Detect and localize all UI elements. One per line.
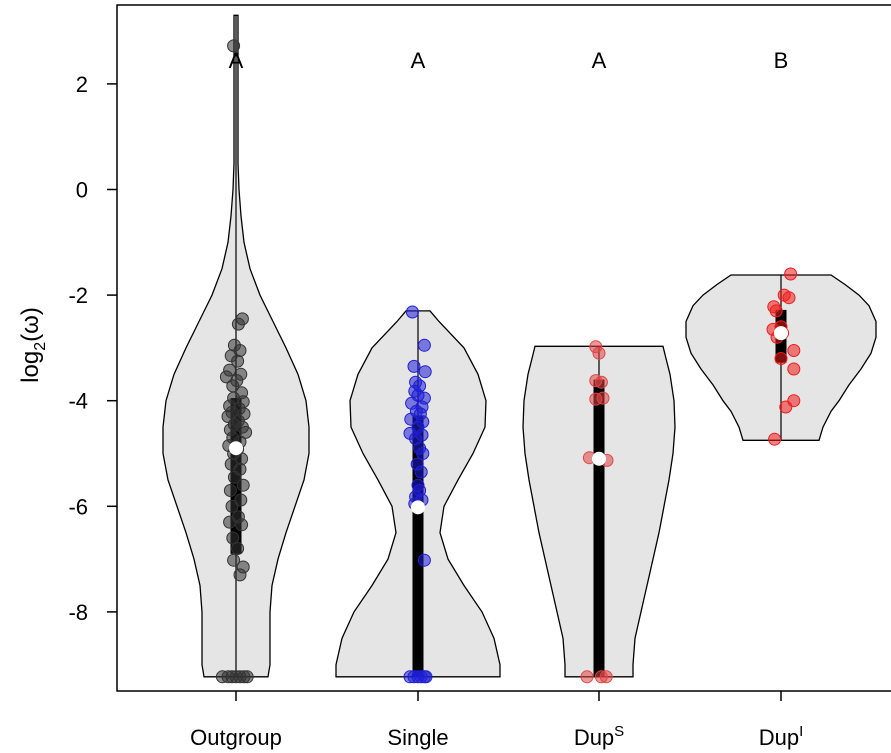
category-label-dupi: DupI	[759, 723, 804, 750]
data-point-dups-1	[592, 346, 606, 360]
median-marker-dups	[592, 451, 606, 466]
data-point-single-20	[416, 447, 430, 460]
median-marker-dupi	[774, 326, 788, 341]
y-axis-label-base: log	[17, 351, 44, 383]
y-axis-label-sub: 2	[32, 342, 49, 351]
data-point-single-3	[418, 365, 432, 379]
y-tick-label: -4	[68, 389, 88, 414]
data-point-dups-3	[594, 375, 608, 389]
data-point-outgroup-45	[233, 568, 247, 582]
median-marker-single	[411, 500, 425, 515]
y-tick-label: -8	[68, 600, 88, 625]
data-point-single-1	[417, 338, 431, 352]
data-point-single-34	[419, 670, 433, 684]
data-point-outgroup-40	[235, 518, 249, 532]
data-point-outgroup-52	[240, 670, 254, 684]
x-axis: Outgroup Single DupS DupI	[190, 691, 803, 750]
significance-label-single: A	[411, 48, 426, 73]
median-marker-outgroup	[229, 441, 243, 456]
y-axis-label-rest: (ω)	[17, 307, 44, 342]
y-tick-label: 2	[76, 72, 88, 97]
data-point-dupi-9	[774, 352, 788, 365]
data-point-dupi-4	[769, 304, 783, 318]
data-point-dupi-14	[768, 432, 782, 446]
data-point-dupi-10	[787, 344, 801, 357]
data-point-outgroup-36	[234, 493, 248, 507]
data-point-single-0	[405, 305, 419, 319]
data-point-dupi-2	[782, 291, 796, 305]
data-point-outgroup-0	[227, 39, 241, 53]
data-point-outgroup-42	[231, 542, 245, 555]
data-point-outgroup-34	[236, 478, 250, 492]
data-point-single-22	[414, 465, 428, 479]
data-point-dupi-13	[779, 400, 793, 414]
significance-label-dupi: B	[774, 48, 789, 73]
plot-frame	[116, 4, 891, 692]
data-point-outgroup-35	[223, 484, 237, 497]
data-point-outgroup-6	[231, 354, 245, 368]
data-point-outgroup-24	[239, 425, 253, 439]
data-point-outgroup-41	[226, 531, 240, 545]
data-point-outgroup-2	[231, 317, 245, 331]
data-point-dupi-11	[787, 362, 801, 376]
iqr-box-dups	[593, 379, 605, 677]
data-point-outgroup-33	[227, 470, 241, 484]
y-tick-label: -6	[68, 494, 88, 519]
data-point-dupi-0	[784, 267, 798, 281]
category-label-single: Single	[387, 725, 448, 750]
data-point-dups-5	[589, 392, 603, 406]
data-point-outgroup-37	[225, 499, 239, 513]
y-tick-label: -2	[68, 283, 88, 308]
data-point-dups-8	[580, 670, 594, 684]
significance-label-outgroup: A	[229, 48, 244, 73]
significance-label-dups: A	[592, 48, 607, 73]
y-axis: 2 0 -2 -4 -6 -8	[68, 72, 117, 625]
y-tick-label: 0	[76, 178, 88, 203]
violins-layer	[162, 14, 877, 678]
iqr-box-single	[412, 415, 424, 677]
data-point-single-2	[407, 359, 421, 373]
data-point-single-28	[417, 553, 431, 567]
data-point-dups-10	[599, 670, 613, 684]
points-layer	[215, 39, 801, 684]
data-point-outgroup-39	[223, 515, 237, 529]
category-label-dups: DupS	[574, 723, 624, 750]
y-axis-label: log2(ω)	[17, 307, 49, 383]
category-label-outgroup: Outgroup	[190, 725, 282, 750]
data-point-outgroup-43	[227, 553, 241, 567]
